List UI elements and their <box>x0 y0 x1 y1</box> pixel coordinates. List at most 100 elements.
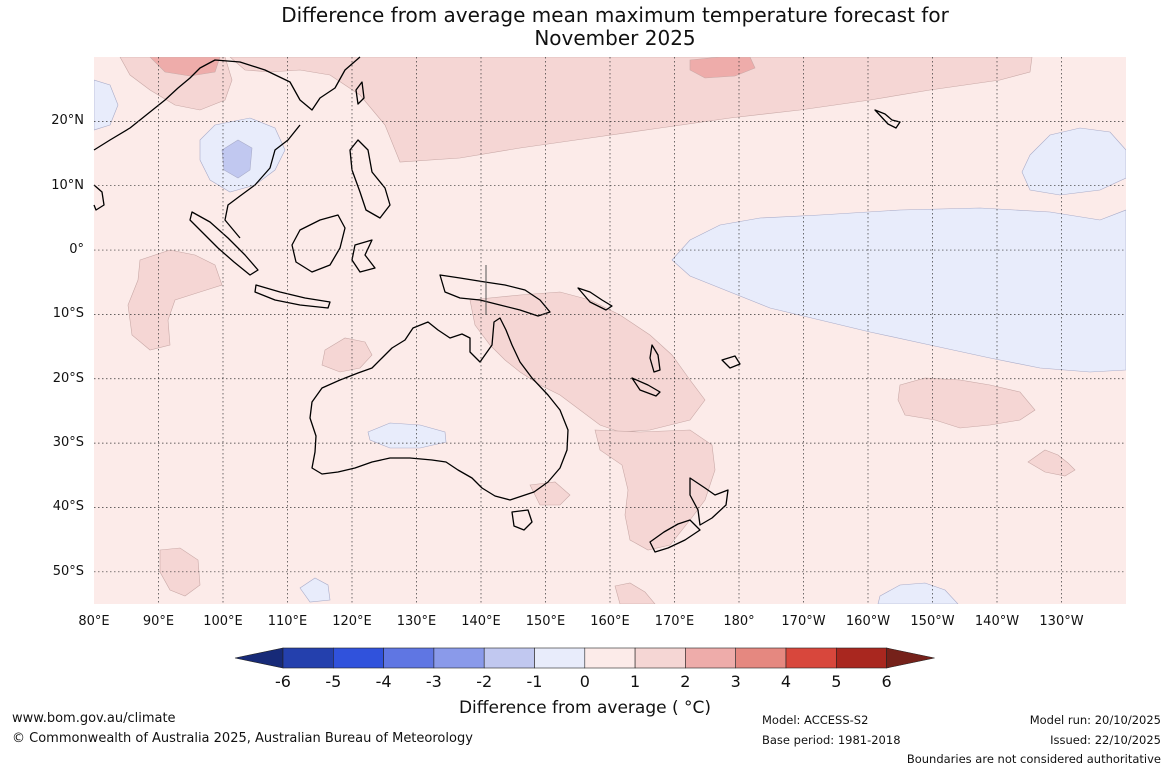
longitude-label: 130°E <box>396 614 437 629</box>
colorbar-tick-label: -4 <box>375 672 392 691</box>
colorbar-tick-label: -6 <box>275 672 291 691</box>
title-line-2: November 2025 <box>534 26 696 50</box>
new-caledonia-coastline <box>631 377 661 397</box>
anomaly-region-colder-indochina <box>221 139 253 179</box>
fiji-coastline <box>721 355 741 369</box>
colorbar-tick-label: 2 <box>680 672 691 691</box>
colorbar-arrow-low <box>234 647 284 669</box>
latitude-label: 20°S <box>52 370 84 386</box>
footer-model-run: Model run: 20/10/2025 <box>1029 713 1161 727</box>
colorbar-arrow-high <box>886 647 935 669</box>
new-zealand-north-coastline <box>689 477 729 526</box>
longitude-label: 110°E <box>267 614 308 629</box>
colorbar-tick-label: -3 <box>425 672 442 691</box>
footer-copyright: © Commonwealth of Australia 2025, Austra… <box>12 731 473 746</box>
footer-website: www.bom.gov.au/climate <box>12 711 176 726</box>
anomaly-region-cool-south-pacific <box>877 582 959 604</box>
anomaly-region-warm-timor <box>321 337 373 373</box>
longitude-label: 90°E <box>142 614 175 629</box>
longitude-label: 140°W <box>974 614 1020 629</box>
tasmania-coastline <box>511 509 533 531</box>
latitude-label: 20°N <box>51 113 84 129</box>
colorbar-tick-label: 3 <box>730 672 741 691</box>
colorbar-segment <box>634 647 686 669</box>
longitude-label: 100°E <box>203 614 243 629</box>
longitude-label: 140°E <box>461 614 501 629</box>
latitude-label: 10°S <box>52 306 84 322</box>
anomaly-region-cool-equatorial-pacific <box>671 207 1126 373</box>
colorbar-tick-label: 0 <box>579 672 590 691</box>
anomaly-regions <box>94 57 1126 604</box>
australia-coastline <box>309 317 569 501</box>
anomaly-region-hot-china <box>149 57 221 77</box>
colorbar-label: Difference from average ( °C) <box>458 698 712 718</box>
longitude-label: 160°E <box>590 614 630 629</box>
colorbar-segment <box>735 647 787 669</box>
anomaly-region-warm-coral-sea <box>469 291 706 433</box>
footer-issued: Issued: 22/10/2025 <box>1050 733 1161 747</box>
map-title: Difference from average mean maximum tem… <box>200 4 1030 50</box>
longitude-label: 80°E <box>78 614 110 629</box>
longitude-label: 160°W <box>845 614 891 629</box>
hawaii-coastline <box>874 109 901 129</box>
colorbar-segment <box>282 647 334 669</box>
sumatra-coastline <box>189 211 259 276</box>
colorbar-segment <box>835 647 887 669</box>
anomaly-map <box>93 56 1126 604</box>
colorbar-segment <box>483 647 535 669</box>
anomaly-region-warm-north-pacific <box>229 57 1033 163</box>
coastlines <box>93 56 901 553</box>
colorbar-segment <box>584 647 636 669</box>
footer-base-period: Base period: 1981-2018 <box>762 733 901 747</box>
vanuatu-coastline <box>649 344 661 373</box>
anomaly-region-warm-tasman <box>594 429 716 551</box>
latitude-label: 40°S <box>52 499 84 515</box>
anomaly-region-warm-southern-ocean <box>159 547 201 597</box>
colorbar-tick-label: -1 <box>526 672 543 691</box>
anomaly-region-cool-bay-bengal <box>94 79 119 131</box>
anomaly-region-cool-north-pacific <box>1021 127 1126 196</box>
colorbar-tick-label: 5 <box>831 672 842 691</box>
colorbar <box>234 647 935 669</box>
philippines-coastline <box>349 139 391 219</box>
colorbar-segment <box>333 647 384 669</box>
anomaly-region-cool-australia <box>367 422 447 449</box>
colorbar-segment <box>534 647 586 669</box>
sulawesi-coastline <box>351 239 376 273</box>
colorbar-segment <box>785 647 837 669</box>
title-line-1: Difference from average mean maximum tem… <box>281 3 949 27</box>
longitude-label: 150°W <box>910 614 955 629</box>
graticule <box>94 57 1126 604</box>
latitude-label: 0° <box>69 242 84 258</box>
longitude-label: 170°W <box>781 614 826 629</box>
latitude-label: 10°N <box>51 177 84 193</box>
java-coastline <box>254 284 331 309</box>
asia-mainland-coastline <box>93 56 361 239</box>
anomaly-region-warm-indian-ocean <box>127 249 223 351</box>
longitude-label: 180° <box>723 614 755 629</box>
colorbar-tick-label: -5 <box>325 672 342 691</box>
footer-disclaimer: Boundaries are not considered authoritat… <box>906 752 1161 766</box>
anomaly-region-warm-far-south-pacific <box>1027 449 1076 477</box>
colorbar-tick-label: 6 <box>881 672 892 691</box>
footer-model: Model: ACCESS-S2 <box>762 713 869 727</box>
colorbar-tick-label: 4 <box>780 672 792 691</box>
longitude-label: 170°E <box>654 614 695 629</box>
colorbar-tick-label: -2 <box>476 672 493 691</box>
longitude-label: 130°W <box>1039 614 1084 629</box>
longitude-label: 120°E <box>332 614 372 629</box>
latitude-label: 30°S <box>52 435 84 451</box>
new-zealand-south-coastline <box>649 519 701 553</box>
solomon-islands-coastline <box>577 287 613 311</box>
latitude-label: 50°S <box>52 563 84 579</box>
sri-lanka-coastline <box>93 184 105 211</box>
colorbar-segment <box>383 647 435 669</box>
colorbar-tick-label: 1 <box>630 672 641 691</box>
anomaly-region-warm-south-east <box>614 582 656 604</box>
colorbar-segment <box>433 647 485 669</box>
colorbar-segment <box>685 647 736 669</box>
taiwan-coastline <box>355 81 365 105</box>
anomaly-region-cool-southern-ocean <box>299 577 331 603</box>
longitude-label: 150°E <box>525 614 566 629</box>
new-guinea-coastline <box>439 274 551 317</box>
